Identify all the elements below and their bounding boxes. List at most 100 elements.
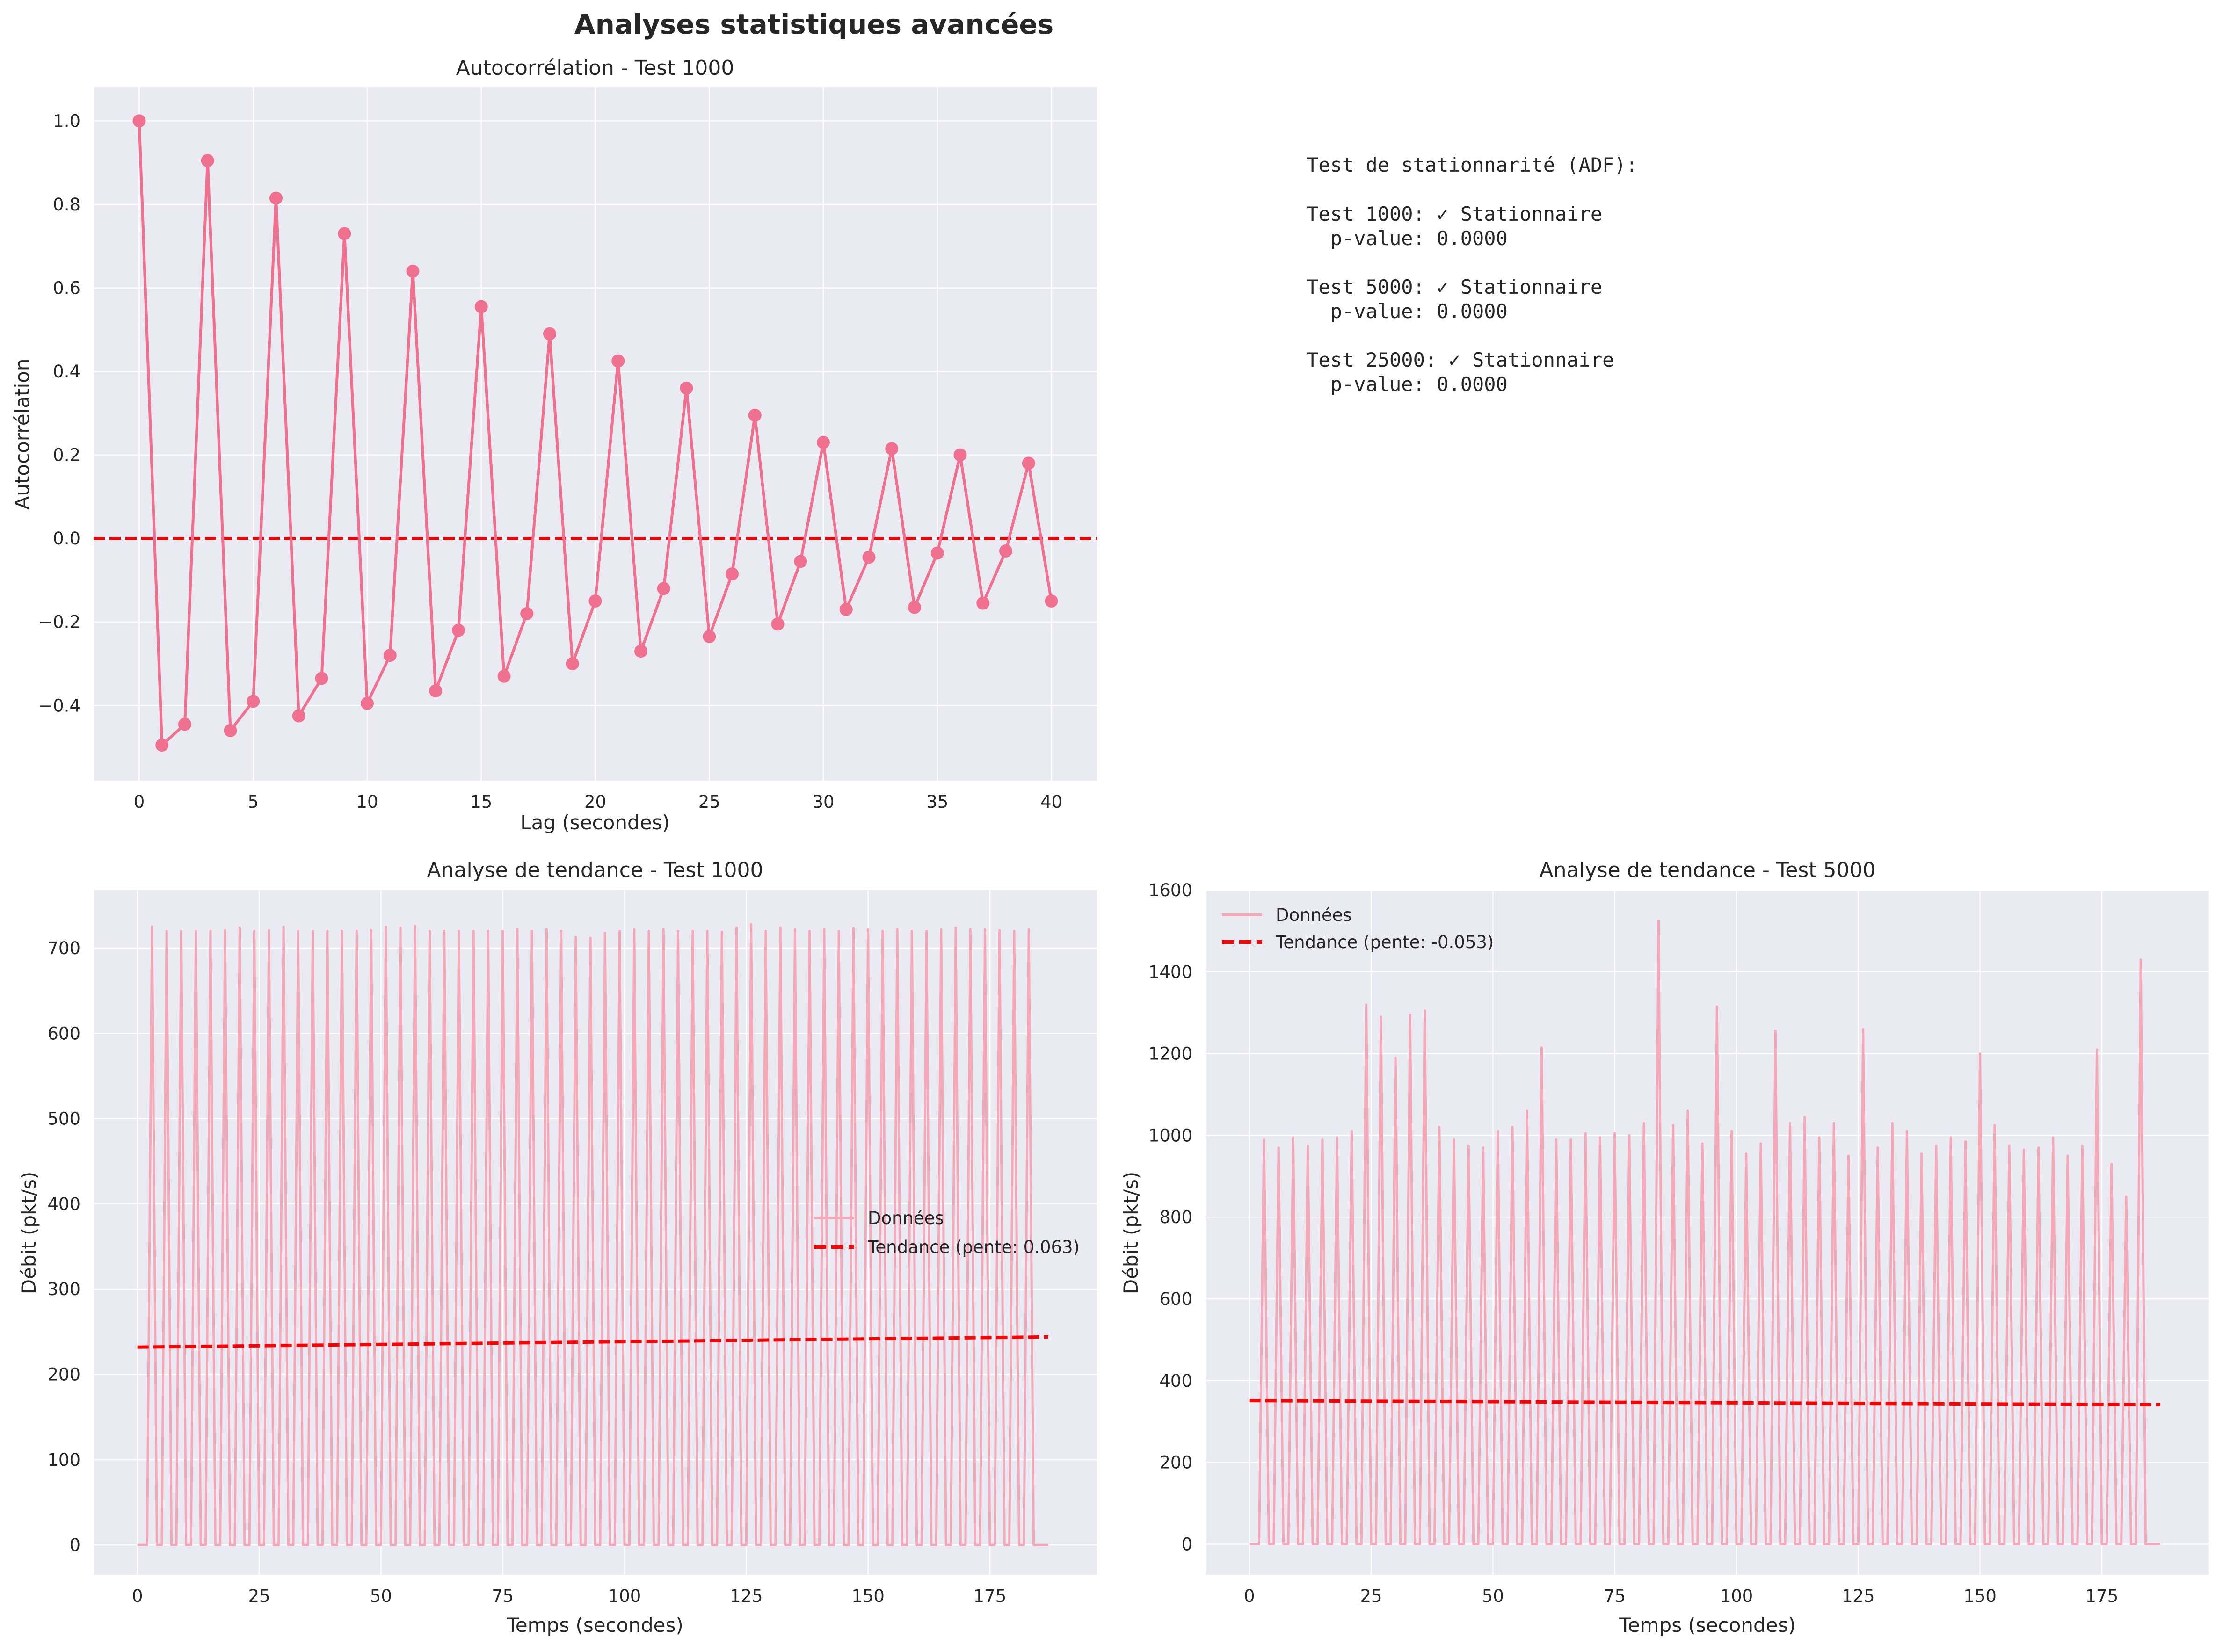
autocorrelation-point — [611, 354, 625, 368]
autocorrelation-point — [201, 154, 214, 167]
y-tick-label: −0.4 — [38, 696, 80, 716]
stationarity-title: Test de stationnarité (ADF): — [1307, 153, 1638, 176]
trend-test-5000-y-axis-label: Débit (pkt/s) — [1119, 1172, 1142, 1295]
autocorrelation-point — [908, 601, 921, 614]
autocorrelation-point — [588, 594, 602, 608]
autocorrelation-point — [178, 717, 191, 731]
autocorrelation-point — [634, 645, 647, 658]
trend-test-5000-x-axis-label: Temps (secondes) — [1619, 1614, 1795, 1637]
x-tick-label: 0 — [132, 1586, 143, 1606]
autocorrelation-point — [429, 684, 443, 698]
autocorrelation-point — [657, 582, 670, 595]
autocorrelation-point — [338, 227, 351, 240]
x-tick-label: 10 — [356, 792, 378, 812]
x-tick-label: 0 — [1244, 1586, 1255, 1606]
autocorrelation-point — [269, 191, 283, 205]
autocorrelation-point — [817, 435, 830, 449]
autocorrelation-point — [1022, 456, 1035, 470]
trend-test-5000-chart: Analyse de tendance - Test 5000 0 25 50 75 1… — [1119, 858, 2209, 1637]
donnees-line — [1249, 920, 2160, 1545]
donnees-line — [137, 923, 1048, 1546]
autocorrelation-point — [771, 617, 785, 631]
autocorrelation-point — [224, 724, 237, 737]
autocorrelation-point — [543, 327, 556, 341]
autocorrelation-point — [292, 709, 305, 723]
autocorrelation-chart: Autocorrélation - Test 1000 0 5 10 15 20 25 30… — [11, 56, 1097, 834]
x-tick-label: 50 — [370, 1586, 392, 1606]
autocorrelation-point — [132, 114, 146, 128]
autocorrelation-point — [839, 602, 853, 616]
x-tick-label: 125 — [730, 1586, 763, 1606]
stationarity-test-5000-pvalue: p-value: 0.0000 — [1307, 300, 1508, 323]
y-tick-label: 800 — [1159, 1207, 1192, 1227]
y-tick-label: 300 — [47, 1279, 80, 1299]
x-tick-label: 25 — [248, 1586, 270, 1606]
y-tick-label: 1.0 — [53, 111, 80, 131]
y-tick-label: 0.2 — [53, 445, 80, 465]
stationarity-test-5000: Test 5000: ✓ Stationnaire — [1307, 275, 1602, 298]
y-tick-label: 0 — [69, 1535, 80, 1555]
y-tick-label: 0 — [1181, 1534, 1192, 1554]
x-tick-label: 30 — [812, 792, 834, 812]
x-tick-label: 75 — [1604, 1586, 1626, 1606]
y-tick-label: 200 — [1159, 1453, 1192, 1473]
y-tick-label: 1000 — [1148, 1125, 1192, 1145]
y-tick-label: 0.6 — [53, 278, 80, 298]
trend-test-5000-title: Analyse de tendance - Test 5000 — [1540, 858, 1876, 882]
autocorrelation-point — [452, 623, 465, 637]
x-tick-label: 15 — [470, 792, 492, 812]
y-tick-label: 0.8 — [53, 195, 80, 215]
y-tick-label: 600 — [47, 1023, 80, 1043]
y-tick-label: 100 — [47, 1450, 80, 1470]
autocorrelation-title: Autocorrélation - Test 1000 — [456, 56, 734, 80]
autocorrelation-point — [680, 381, 693, 395]
y-tick-label: −0.2 — [38, 612, 80, 632]
stationarity-panel: Test de stationnarité (ADF): Test 1000: … — [1307, 153, 1638, 396]
x-tick-label: 75 — [492, 1586, 514, 1606]
autocorrelation-point — [155, 739, 169, 752]
x-tick-label: 100 — [1720, 1586, 1753, 1606]
trend-test-1000-y-axis-label: Débit (pkt/s) — [17, 1172, 40, 1295]
x-tick-label: 5 — [247, 792, 259, 812]
trend-test-5000-legend: Données Tendance (pente: -0.053) — [1222, 905, 1494, 952]
autocorrelation-point — [247, 695, 260, 708]
y-tick-label: 200 — [47, 1365, 80, 1385]
x-tick-label: 50 — [1482, 1586, 1504, 1606]
y-tick-label: 0.0 — [53, 529, 80, 549]
trend-test-1000-x-axis-label: Temps (secondes) — [506, 1614, 683, 1637]
legend-label-tendance: Tendance (pente: 0.063) — [867, 1237, 1080, 1257]
y-tick-label: 400 — [1159, 1371, 1192, 1391]
trend-test-1000-legend: Données Tendance (pente: 0.063) — [814, 1208, 1080, 1257]
tendance-line — [137, 1335, 1048, 1349]
legend-label-donnees: Données — [1276, 905, 1352, 925]
autocorrelation-point — [383, 649, 397, 662]
autocorrelation-point — [885, 442, 899, 456]
legend-label-donnees: Données — [868, 1208, 944, 1228]
stationarity-test-25000-pvalue: p-value: 0.0000 — [1307, 373, 1508, 396]
x-tick-label: 125 — [1842, 1586, 1875, 1606]
stationarity-test-1000: Test 1000: ✓ Stationnaire — [1307, 203, 1602, 225]
figure-title: Analyses statistiques avancées — [574, 8, 1054, 40]
trend-test-1000-chart: Analyse de tendance - Test 1000 0 25 50 75 1… — [17, 858, 1097, 1637]
autocorrelation-x-axis-label: Lag (secondes) — [520, 811, 669, 834]
x-tick-label: 20 — [584, 792, 606, 812]
x-tick-label: 0 — [134, 792, 145, 812]
x-tick-label: 150 — [1963, 1586, 1997, 1606]
x-tick-label: 40 — [1040, 792, 1062, 812]
autocorrelation-point — [1045, 594, 1058, 608]
stationarity-test-1000-pvalue: p-value: 0.0000 — [1307, 227, 1508, 250]
autocorrelation-point — [999, 544, 1012, 558]
autocorrelation-point — [930, 546, 944, 560]
autocorrelation-point — [520, 607, 534, 620]
y-tick-label: 600 — [1159, 1289, 1192, 1309]
y-tick-label: 1400 — [1148, 962, 1192, 982]
autocorrelation-point — [976, 596, 990, 610]
y-tick-label: 700 — [47, 938, 80, 958]
x-tick-label: 100 — [608, 1586, 641, 1606]
autocorrelation-point — [953, 448, 967, 462]
y-tick-label: 1200 — [1148, 1044, 1192, 1064]
autocorrelation-point — [748, 408, 762, 422]
y-tick-label: 400 — [47, 1194, 80, 1214]
x-tick-label: 175 — [973, 1586, 1007, 1606]
